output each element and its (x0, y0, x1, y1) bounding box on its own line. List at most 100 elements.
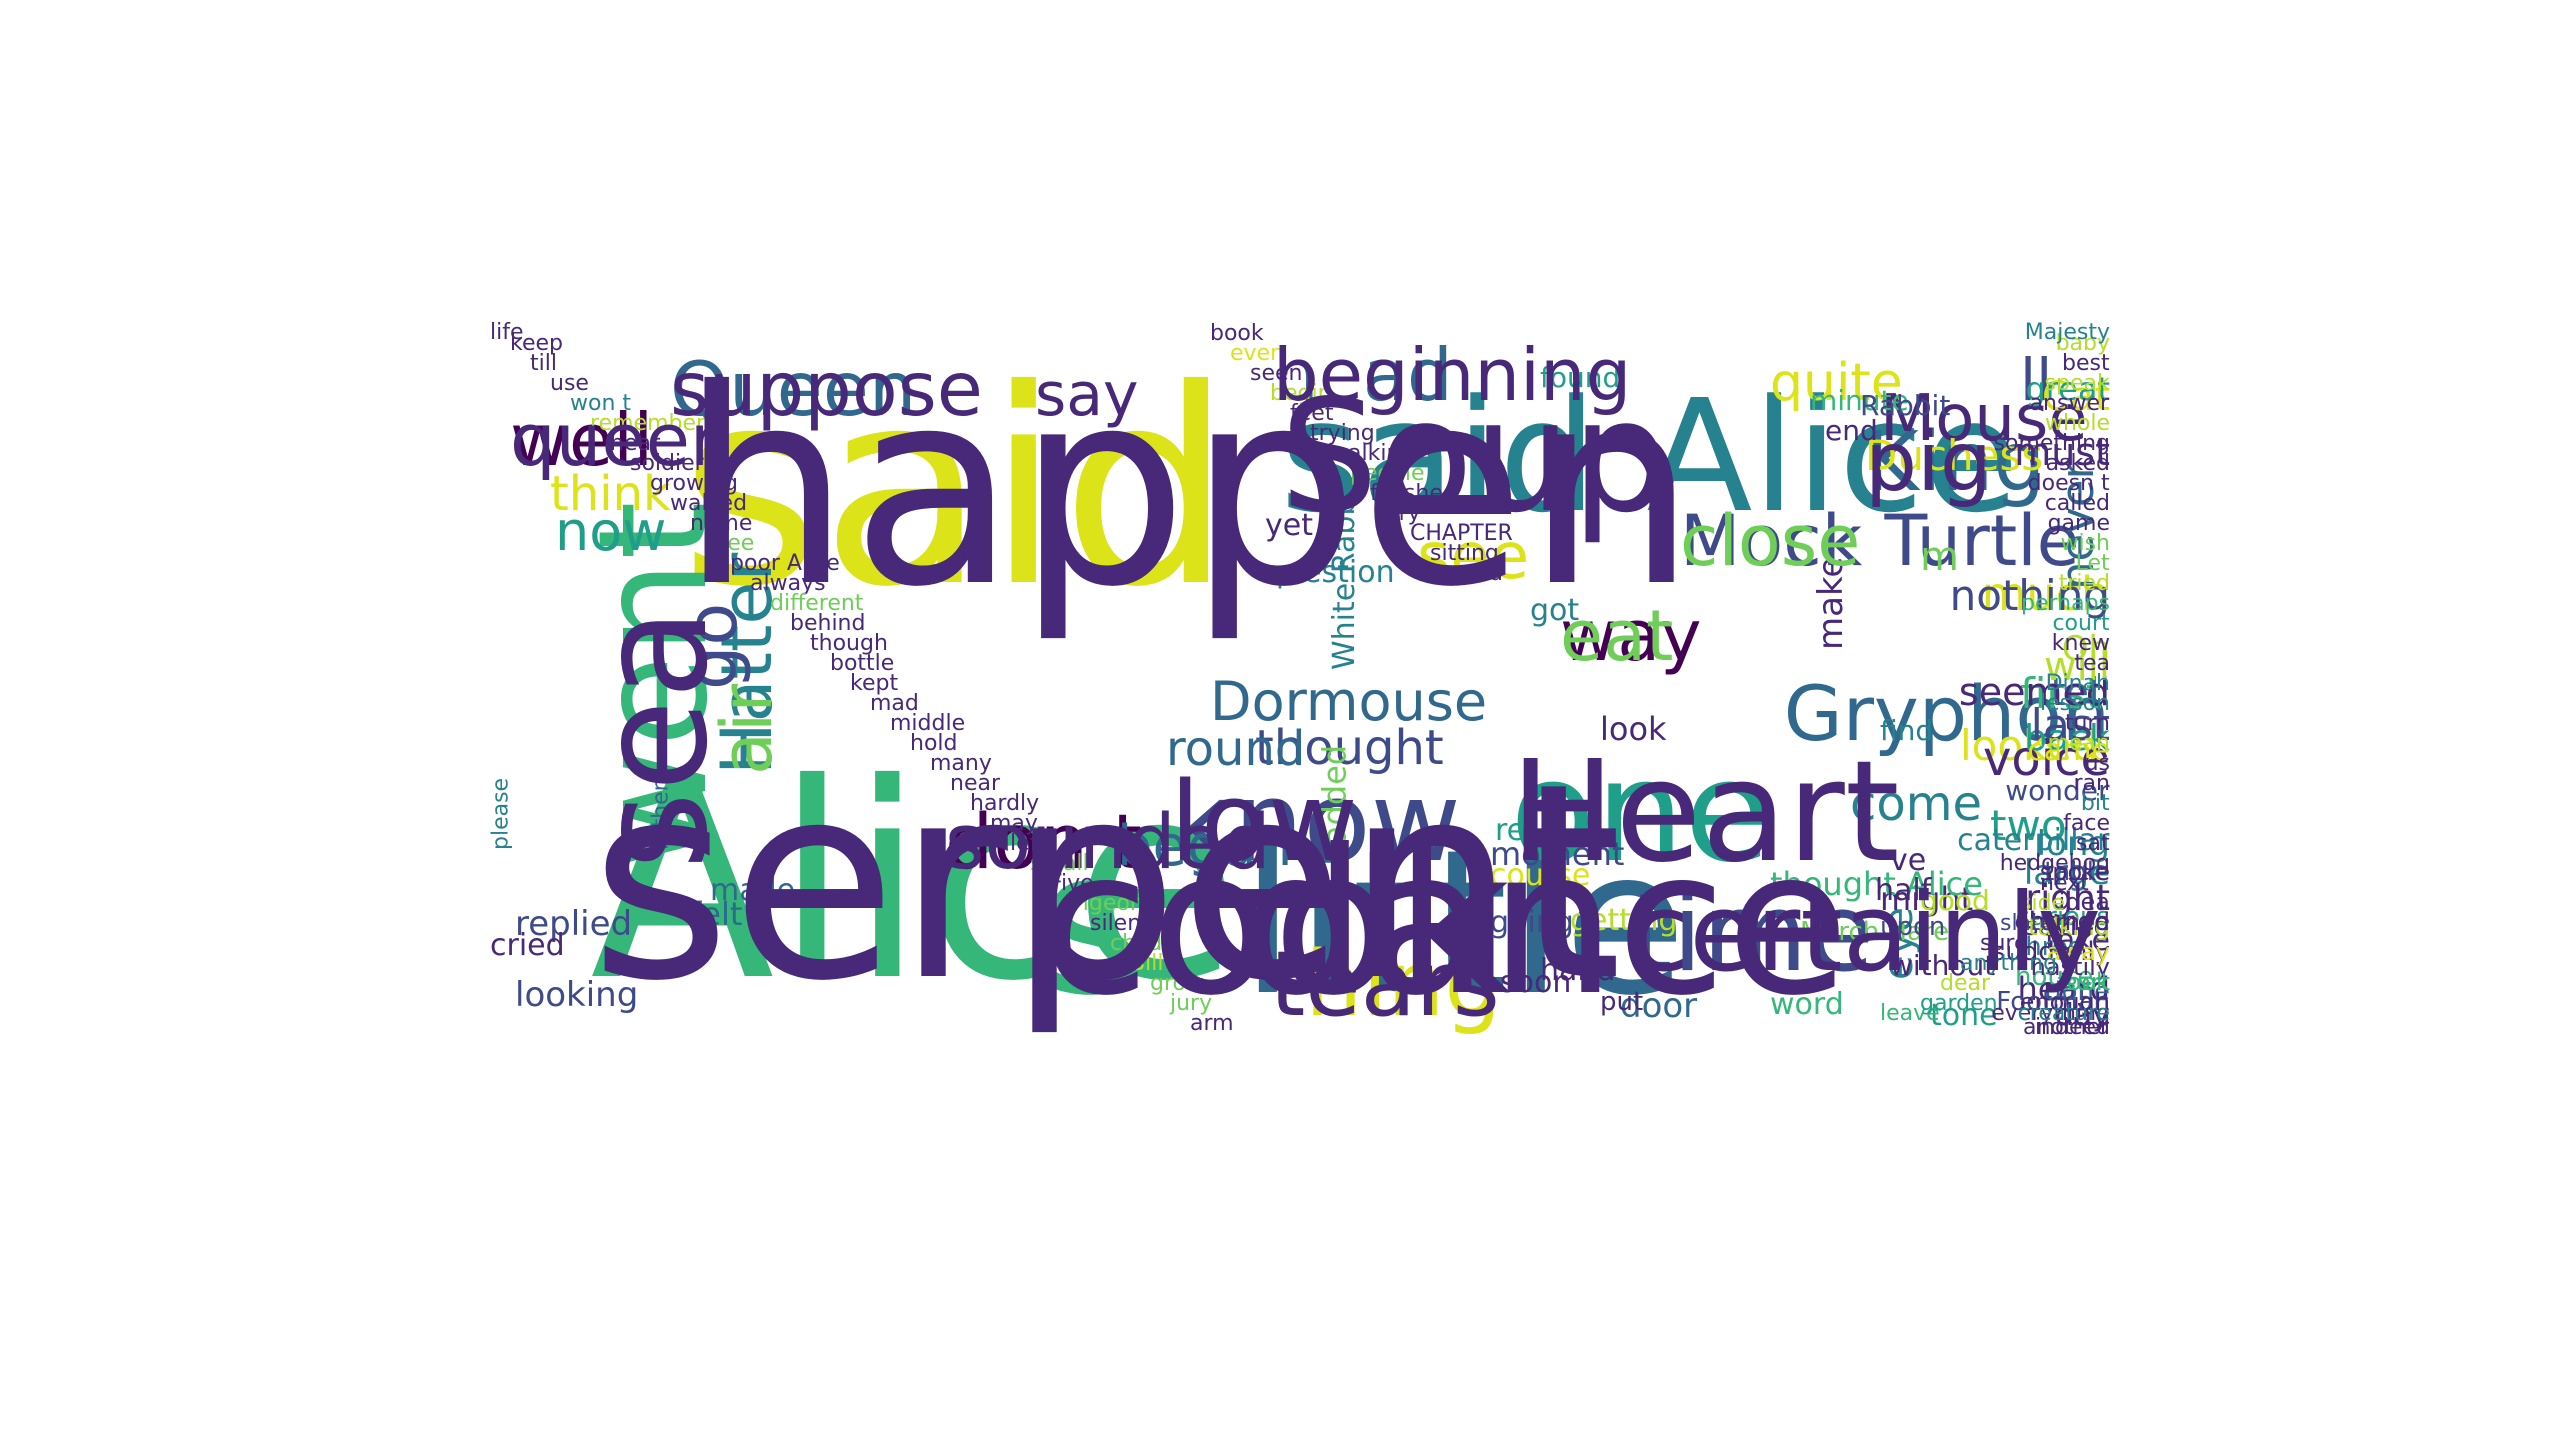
cloud-word-answer: answer (2030, 391, 2110, 416)
cloud-word-name: name (690, 511, 752, 536)
cloud-word-found: found (1540, 361, 1620, 394)
cloud-word-back: back (2024, 718, 2110, 759)
cloud-word-tree: tree (710, 531, 754, 556)
cloud-word-ve: ve (1890, 843, 1926, 878)
cloud-word-whole: whole (2045, 411, 2110, 436)
cloud-word-dance: dance (1240, 807, 1849, 1040)
cloud-word-question: question (1265, 555, 1395, 590)
cloud-word-may: may (990, 811, 1038, 836)
cloud-word-majesty: Majesty (2025, 320, 2110, 345)
cloud-word-must: must (2014, 430, 2110, 474)
cloud-word-low: low (1170, 758, 1358, 886)
cloud-word-hatter: Hatter (706, 553, 788, 775)
cloud-word-cried: cried (490, 928, 565, 963)
cloud-word-put: put (1600, 987, 1643, 1017)
cloud-word-leave: leave (1880, 1001, 1940, 1026)
cloud-word-beginning: beginning (1273, 333, 1631, 417)
cloud-word-anything: anything (1960, 951, 2057, 976)
cloud-word-queer: queer (510, 398, 720, 482)
cloud-word-sort: sort (2064, 968, 2110, 996)
cloud-word-last: last (2031, 700, 2110, 751)
cloud-word-take: take (2045, 923, 2110, 958)
cloud-word-dear: dear (1940, 971, 1991, 996)
cloud-word-people: people (1350, 461, 1425, 486)
cloud-word-m: m (1920, 534, 1959, 580)
cloud-word-hold: hold (910, 731, 957, 756)
cloud-word-got: got (1530, 593, 1579, 628)
cloud-word-go: go (671, 603, 753, 690)
cloud-word-garden: garden (1920, 991, 1998, 1016)
cloud-word-even: even (1230, 341, 1284, 366)
cloud-word-bit: bit (2081, 791, 2110, 816)
cloud-word-gryphon: Gryphon (1784, 669, 2110, 758)
cloud-word-look: look (1600, 710, 1667, 748)
cloud-word-much: much (1982, 567, 2110, 621)
cloud-word-something: something (1994, 431, 2110, 456)
cloud-word-speak: speak (2045, 371, 2110, 396)
cloud-word-serpent: serpent (590, 725, 1622, 1040)
cloud-word-book: book (1210, 321, 1264, 346)
cloud-word-time: time (1630, 871, 1874, 996)
cloud-word-grow: grow (1150, 971, 1204, 996)
cloud-word-thought: thought (1255, 720, 1444, 776)
cloud-word-sure: sure (1980, 931, 2028, 956)
cloud-word-come: come (1850, 776, 1982, 832)
cloud-word-hand: hand (1540, 953, 1615, 988)
cloud-word-footman: Footman (1996, 987, 2110, 1017)
cloud-word-eye: eye (1876, 907, 1922, 980)
word-cloud: said Alice said Alice s little one went know tim… (489, 320, 2110, 1040)
cloud-word-think: think (550, 466, 671, 522)
cloud-word-curious: curious (2015, 902, 2110, 932)
cloud-word-ll: ll (2020, 346, 2052, 414)
cloud-word-soon: soon (1500, 965, 1571, 1000)
cloud-word-done: done (2045, 977, 2110, 1007)
cloud-word-growing: growing (650, 471, 738, 496)
cloud-word-indeed: indeed (2035, 1015, 2110, 1040)
cloud-word-felt: felt (690, 895, 742, 933)
cloud-word-walked: walked (670, 491, 747, 516)
cloud-word-side: side (2020, 891, 2065, 916)
cloud-word-replied: replied (515, 904, 632, 944)
cloud-word-jury: jury (1169, 991, 1212, 1016)
cloud-word-quite: quite (1770, 353, 1903, 413)
cloud-word-two: two (1990, 801, 2067, 850)
cloud-word-long: long (2037, 824, 2110, 864)
cloud-word-mean: mean (2048, 731, 2110, 756)
cloud-word-creature: creature (2018, 1001, 2110, 1026)
cloud-word-see: see (1417, 520, 1529, 594)
cloud-word-another: another (2023, 1015, 2110, 1040)
cloud-word-heard: heard (2018, 970, 2110, 1008)
cloud-word-said-alice: said Alice (1280, 366, 2019, 547)
cloud-word-remember: remember (590, 411, 706, 436)
cloud-word-rather: rather (649, 781, 674, 850)
cloud-word-near: near (950, 771, 1001, 796)
cloud-word-know: know (1170, 758, 1461, 886)
cloud-word-large: large (2024, 853, 2110, 893)
cloud-word-kept: kept (850, 671, 898, 696)
cloud-word-spoke: spoke (2040, 858, 2110, 886)
cloud-word-added: added (1316, 745, 1354, 845)
cloud-word-began: began (1117, 814, 1292, 879)
cloud-word-caterpillar: caterpillar (1957, 823, 2110, 858)
cloud-word-idea: idea (2059, 888, 2110, 916)
cloud-word-knew: knew (2052, 631, 2110, 656)
cloud-word-mouse: Mouse (1880, 382, 2088, 456)
cloud-word-came: came (2027, 733, 2110, 768)
cloud-word-always: always (750, 571, 826, 596)
cloud-word-hear: hear (610, 431, 661, 456)
cloud-word-make: make (1811, 557, 1851, 650)
cloud-word-close: close (1680, 500, 1860, 582)
cloud-word-face: face (2063, 811, 2110, 836)
cloud-word-march-hare: March Hare (1800, 917, 1949, 947)
cloud-word-without: without (1890, 949, 1995, 982)
cloud-word-walking: walking (1330, 441, 1414, 466)
cloud-word-looking: looking (515, 975, 638, 1015)
cloud-word-right: right (2025, 878, 2110, 919)
cloud-word-best: best (2062, 351, 2110, 376)
cloud-word-trying: trying (1310, 421, 1375, 446)
cloud-word-house: house (2015, 962, 2093, 992)
cloud-word-now: now (555, 500, 666, 563)
cloud-word-will: will (2044, 644, 2110, 690)
cloud-word-finished: finished (1370, 481, 1457, 506)
